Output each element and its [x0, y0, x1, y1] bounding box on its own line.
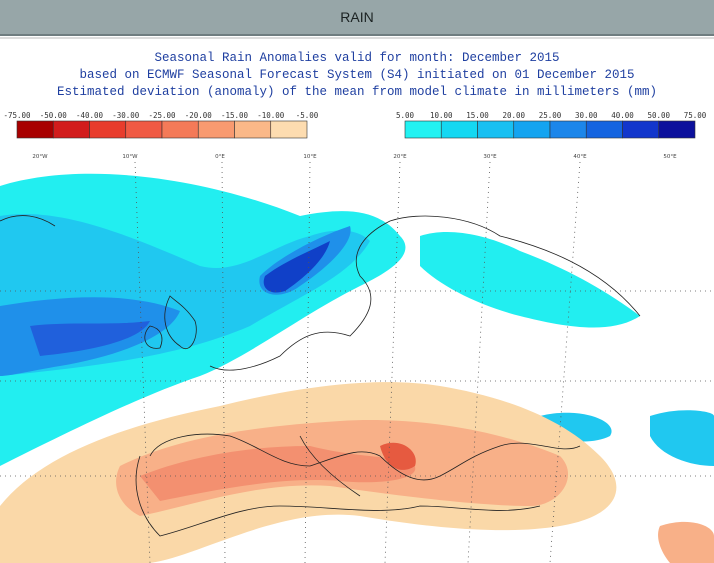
map: [0, 161, 714, 563]
header-bar: RAIN: [0, 0, 714, 36]
longitude-label: 50°E: [663, 154, 677, 160]
legend-swatch: [658, 120, 696, 139]
legend-swatch: [585, 120, 623, 139]
longitude-labels: 20°W 10°W 0°E 10°E 20°E 30°E 40°E 50°E: [32, 154, 677, 160]
legend-label: 50.00: [647, 111, 670, 120]
legend-label: 40.00: [611, 111, 634, 120]
title-line: Estimated deviation (anomaly) of the mea…: [57, 85, 657, 99]
legend-swatch: [513, 120, 551, 139]
graticule: [0, 161, 714, 563]
longitude-label: 0°E: [215, 154, 225, 160]
rain-positive: [420, 231, 640, 328]
legend-label: -15.00: [221, 111, 249, 120]
legend-label: -30.00: [112, 111, 140, 120]
legend-swatch: [404, 120, 442, 139]
rain-negative: [658, 521, 714, 563]
legend-swatch: [549, 120, 587, 139]
longitude-label: 10°W: [122, 154, 138, 160]
rain-positive: [263, 241, 330, 293]
legend-label: 25.00: [539, 111, 562, 120]
legend-swatch: [234, 120, 272, 139]
coastline: [0, 215, 641, 537]
legend-swatch: [89, 120, 127, 139]
rain-negative: [380, 442, 416, 470]
legend-label: 30.00: [575, 111, 598, 120]
legend-swatch: [197, 120, 235, 139]
longitude-label: 10°E: [303, 154, 317, 160]
header-title: RAIN: [340, 9, 374, 25]
legend: -75.00 -50.00 -40.00 -30.00 -25.00 -20.00 -15.…: [3, 111, 707, 139]
legend-label: -75.00: [3, 111, 31, 120]
longitude-label: 20°E: [393, 154, 407, 160]
legend-label: 75.00: [684, 111, 707, 120]
rain-negative: [140, 446, 416, 501]
legend-swatch: [270, 120, 308, 139]
map-panel: Seasonal Rain Anomalies valid for month:…: [0, 37, 714, 563]
legend-label: 5.00: [396, 111, 415, 120]
legend-label: -20.00: [185, 111, 213, 120]
legend-label: -25.00: [148, 111, 176, 120]
legend-label: -5.00: [296, 111, 319, 120]
longitude-label: 30°E: [483, 154, 497, 160]
legend-swatch: [52, 120, 90, 139]
title-line: based on ECMWF Seasonal Forecast System …: [79, 68, 634, 82]
legend-swatch: [16, 120, 54, 139]
legend-swatch: [161, 120, 199, 139]
rain-positive: [30, 321, 150, 356]
legend-label: 20.00: [502, 111, 525, 120]
legend-label: 15.00: [466, 111, 489, 120]
legend-swatch: [125, 120, 163, 139]
legend-label: 10.00: [430, 111, 453, 120]
legend-swatch: [477, 120, 515, 139]
legend-label: -40.00: [76, 111, 104, 120]
rain-positive: [650, 410, 714, 466]
longitude-label: 40°E: [573, 154, 587, 160]
longitude-label: 20°W: [32, 154, 48, 160]
title-line: Seasonal Rain Anomalies valid for month:…: [154, 51, 559, 65]
legend-label: -10.00: [257, 111, 285, 120]
legend-label: -50.00: [40, 111, 68, 120]
legend-swatch: [622, 120, 660, 139]
legend-swatch: [440, 120, 478, 139]
